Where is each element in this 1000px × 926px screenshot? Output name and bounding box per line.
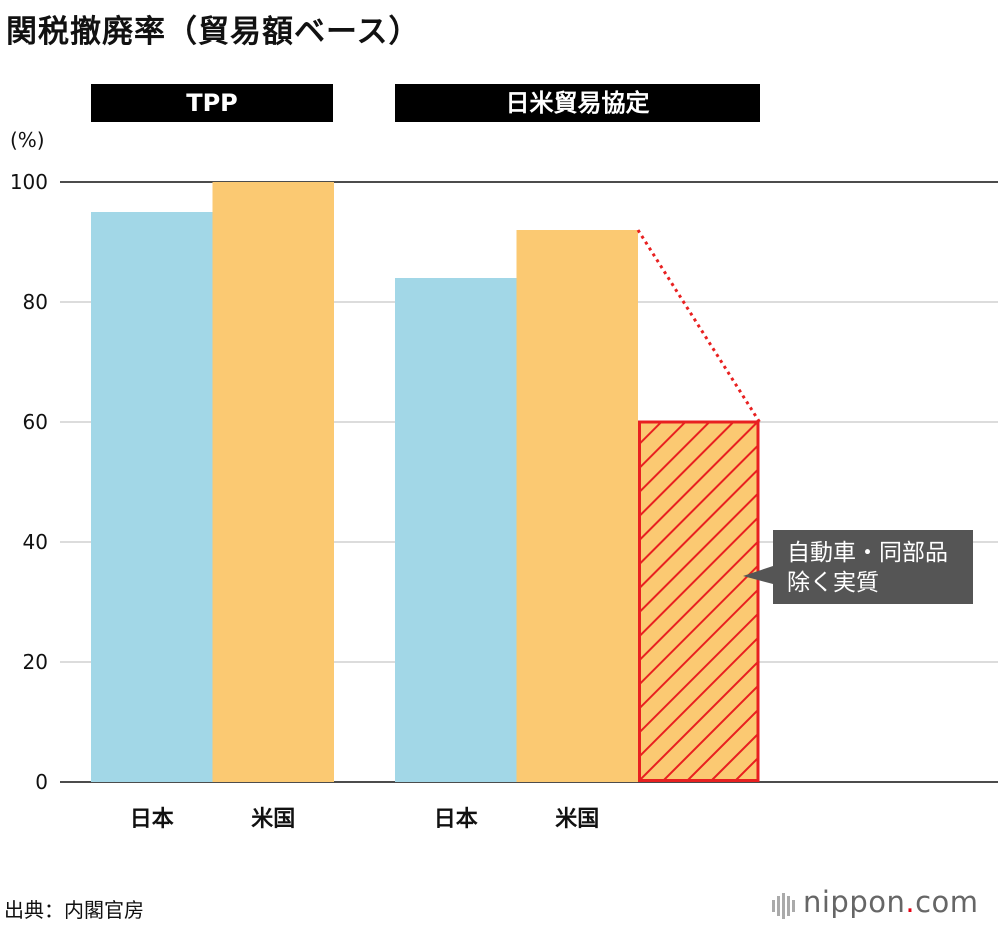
x-label-us-japan-usa: 米国	[555, 807, 599, 832]
bar-tpp-usa	[212, 182, 334, 782]
x-label-us-japan-japan: 日本	[434, 807, 478, 832]
brand-name: nippon	[803, 885, 906, 919]
dotted-connector	[636, 229, 761, 423]
bar-us-japan-japan	[395, 278, 517, 782]
bar-us-japan-real	[638, 420, 760, 782]
chart-title: 関税撤廃率（貿易額ベース）	[6, 14, 421, 50]
brand-bars-icon	[772, 887, 797, 921]
brand-dot: .	[905, 885, 916, 919]
y-tick-label-0: 0	[35, 770, 48, 794]
annotation-text-line-2: 除く実質	[787, 570, 879, 596]
y-tick-label-60: 60	[23, 410, 48, 434]
bar-tpp-japan	[91, 212, 213, 782]
source-note: 出典：内閣官房	[4, 898, 144, 922]
y-tick-label-40: 40	[23, 530, 48, 554]
y-tick-label-100: 100	[10, 170, 48, 194]
y-tick-label-20: 20	[23, 650, 48, 674]
annotation-pointer	[743, 566, 773, 584]
brand-suffix: com	[915, 885, 979, 919]
bar-us-japan-usa	[516, 230, 638, 782]
annotation-box	[773, 530, 973, 604]
annotation-text-line-1: 自動車・同部品	[787, 540, 948, 566]
y-tick-label-80: 80	[23, 290, 48, 314]
y-axis-unit: (%)	[10, 128, 45, 152]
x-label-tpp-usa: 米国	[251, 807, 295, 832]
group-header-tpp: TPP	[91, 84, 333, 122]
group-header-us-japan: 日米貿易協定	[395, 84, 760, 122]
x-label-tpp-japan: 日本	[130, 807, 174, 832]
brand-logo: nippon.com	[772, 885, 979, 921]
